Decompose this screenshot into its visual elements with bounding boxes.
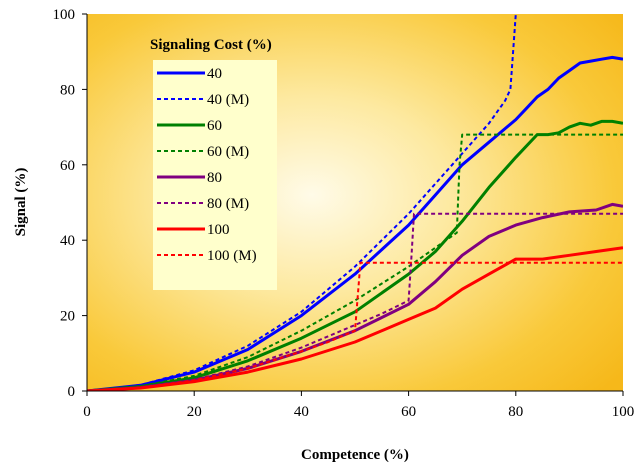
y-tick-label: 100 xyxy=(53,7,76,23)
y-tick-label: 60 xyxy=(60,158,75,174)
legend-label-100-m: 100 (M) xyxy=(207,248,257,264)
y-tick-label: 40 xyxy=(60,233,75,249)
legend: Signaling Cost (%) 40 40 (M) 60 60 (M) 80 80 … xyxy=(150,37,277,290)
y-axis-title: Signal (%) xyxy=(13,168,29,237)
y-tick-label: 0 xyxy=(68,384,76,400)
y-tick-label: 20 xyxy=(60,309,75,325)
legend-label-80-m: 80 (M) xyxy=(207,196,249,212)
x-tick-label: 100 xyxy=(612,404,635,420)
legend-label-40: 40 xyxy=(207,66,222,82)
series-line-80-m xyxy=(87,212,623,391)
legend-label-40-m: 40 (M) xyxy=(207,92,249,108)
legend-label-80: 80 xyxy=(207,170,222,186)
series-line-60 xyxy=(87,119,623,391)
x-tick-label: 0 xyxy=(83,404,91,420)
series-line-100 xyxy=(87,246,623,391)
y-tick-label: 80 xyxy=(60,82,75,98)
x-tick-label: 60 xyxy=(401,404,416,420)
legend-title: Signaling Cost (%) xyxy=(150,37,272,53)
legend-label-60: 60 xyxy=(207,118,222,134)
series-line-100-m xyxy=(87,261,623,391)
legend-entries: 40 40 (M) 60 60 (M) 80 80 (M) 100 100 (M) xyxy=(157,66,257,264)
series-line-80 xyxy=(87,202,623,391)
series-line-60-m xyxy=(87,133,623,391)
x-ticks: 0 20 40 60 80 100 xyxy=(83,391,634,420)
series-line-40 xyxy=(87,55,623,391)
x-tick-label: 40 xyxy=(294,404,309,420)
series-layer xyxy=(87,14,623,391)
x-axis-title: Competence (%) xyxy=(301,447,409,463)
y-ticks: 0 20 40 60 80 100 xyxy=(53,7,87,400)
x-tick-label: 20 xyxy=(187,404,202,420)
x-tick-label: 80 xyxy=(508,404,523,420)
legend-label-60-m: 60 (M) xyxy=(207,144,249,160)
legend-label-100: 100 xyxy=(207,222,230,238)
